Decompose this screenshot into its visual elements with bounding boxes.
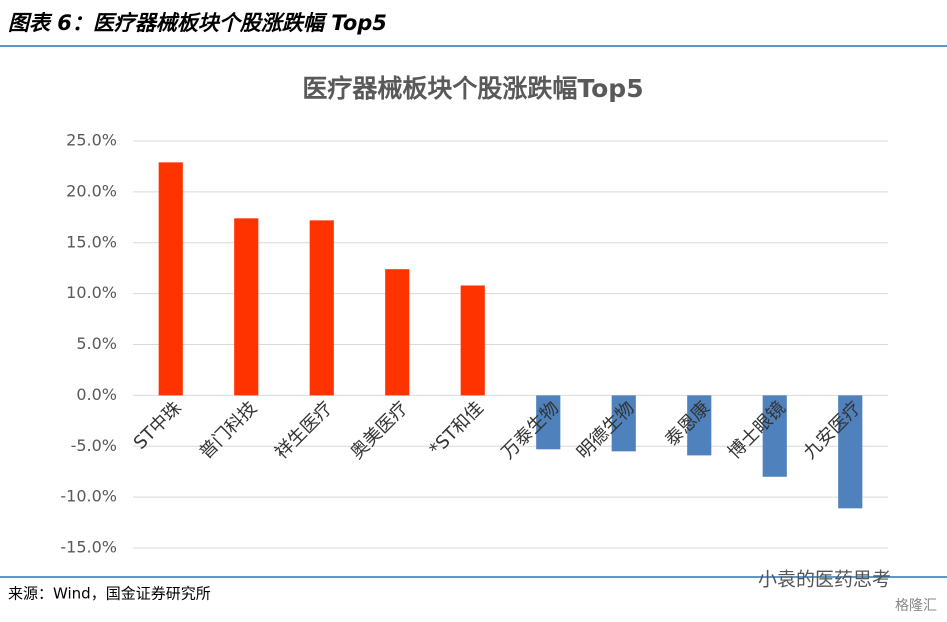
watermark: 小袁的医药思考 — [758, 569, 891, 591]
y-tick-label: -15.0% — [60, 538, 117, 557]
y-tick-label: 15.0% — [66, 232, 117, 251]
bar — [234, 218, 259, 396]
bar — [536, 395, 561, 450]
y-tick-label: 0.0% — [76, 385, 117, 404]
y-tick-label: 25.0% — [66, 131, 117, 150]
source: 来源：Wind，国金证券研究所 — [8, 585, 211, 603]
header-title: 图表 6：医疗器械板块个股涨跌幅 Top5 — [8, 11, 387, 35]
bar — [309, 220, 334, 396]
logo: 格隆汇 — [895, 598, 937, 614]
y-tick-label: -5.0% — [71, 436, 117, 455]
y-tick-label: 5.0% — [76, 334, 117, 353]
x-tick-label: ST中珠 — [130, 398, 186, 454]
x-tick-label: 奥美医疗 — [347, 398, 413, 464]
x-tick-label: *ST和佳 — [425, 398, 488, 461]
y-tick-label: 20.0% — [66, 181, 117, 200]
bar — [838, 395, 863, 509]
bar — [158, 162, 183, 396]
chart-title: 医疗器械板块个股涨跌幅Top5 — [302, 74, 643, 103]
x-tick-label: 祥生医疗 — [271, 398, 337, 464]
y-tick-label: 10.0% — [66, 283, 117, 302]
bar — [460, 285, 485, 396]
plot: -15.0% -10.0% -5.0% 0.0% 5.0% 10.0% 15.0% 20.0%… — [60, 131, 888, 557]
x-tick-label: 普门科技 — [196, 398, 262, 464]
bar — [762, 395, 787, 477]
bar — [385, 269, 410, 396]
bar — [687, 395, 712, 456]
y-tick-label: -10.0% — [60, 487, 117, 506]
bar — [611, 395, 636, 452]
